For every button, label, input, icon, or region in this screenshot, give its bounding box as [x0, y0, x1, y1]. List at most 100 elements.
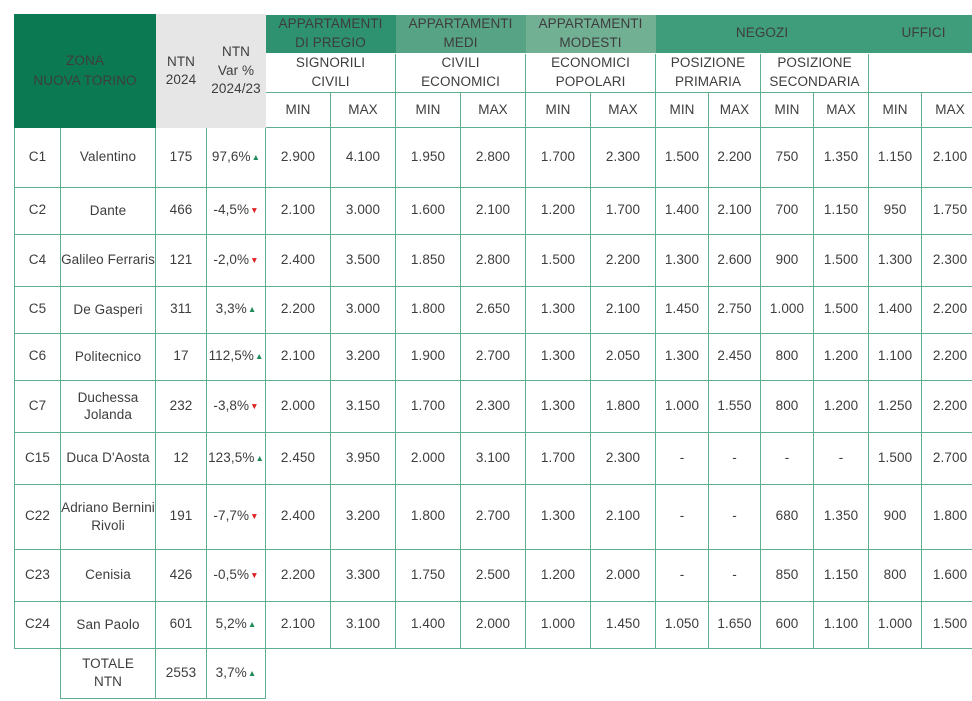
row-value-cell: - [655, 483, 710, 550]
header-minmax-6: MIN [655, 91, 710, 128]
row-zone-code: C23 [14, 548, 61, 602]
total-row-empty-cell [590, 648, 656, 699]
row-value-cell: - [708, 483, 762, 550]
row-value-cell: 2.650 [460, 285, 527, 334]
variation-value: -3,8% [213, 397, 250, 413]
subgroup-economici-popolari: ECONOMICI POPOLARI [525, 52, 657, 93]
total-row-spacer [14, 648, 61, 699]
row-value-cell: 1.700 [525, 126, 592, 188]
row-value-cell: 2.200 [921, 332, 972, 381]
subgroup-signorili-civili: SIGNORILI CIVILI [265, 52, 397, 93]
variation-value: 112,5% [208, 348, 254, 364]
var-label-line2: Var % [217, 62, 255, 78]
row-value-cell: 2.100 [265, 332, 332, 381]
row-value-cell: 1.400 [655, 186, 710, 235]
subgroup-line2: PRIMARIA [674, 73, 742, 89]
row-value-cell: 1.300 [525, 285, 592, 334]
row-zone-code: C5 [14, 285, 61, 334]
group-label-line1: APPARTAMENTI [408, 16, 513, 31]
group-label-line1: NEGOZI [735, 25, 789, 41]
row-value-cell: 1.800 [921, 483, 972, 550]
header-minmax-0: MIN [265, 91, 332, 128]
row-value-cell: 2.200 [590, 233, 657, 287]
subgroup-uffici-empty [868, 52, 972, 93]
header-minmax-4: MIN [525, 91, 592, 128]
row-zone-name: San Paolo [59, 600, 157, 649]
row-value-cell: 1.150 [813, 186, 870, 235]
row-value-cell: 1.850 [395, 233, 462, 287]
row-value-cell: 3.300 [330, 548, 397, 602]
total-row-empty-cell [460, 648, 526, 699]
row-value-cell: 1.150 [868, 126, 923, 188]
header-row-subgroups: SIGNORILI CIVILI CIVILI ECONOMICI ECONOM… [15, 52, 972, 93]
row-value-cell: 3.000 [330, 186, 397, 235]
table-row: C22 Adriano Bernini Rivoli 191 -7,7%▼ 2.400 3… [14, 483, 972, 550]
table-body: C1 Valentino 175 97,6%▲ 2.900 4.100 1.950 2.800… [14, 126, 972, 699]
row-value-cell: 2.200 [708, 126, 762, 188]
row-zone-name: Adriano Bernini Rivoli [59, 483, 157, 550]
row-value-cell: 2.000 [265, 379, 332, 433]
table-row: C24 San Paolo 601 5,2%▲ 2.100 3.100 1.400 2.000… [14, 600, 972, 649]
group-header-negozi: NEGOZI [655, 14, 869, 54]
row-value-cell: 2.700 [460, 483, 527, 550]
corner-zona-title: ZONA NUOVA TORINO [13, 14, 157, 128]
ntn-label-line1: NTN [166, 53, 196, 69]
row-value-cell: 800 [868, 548, 923, 602]
group-header-appartamenti-medi: APPARTAMENTI MEDI [395, 14, 526, 54]
header-minmax-2: MIN [395, 91, 462, 128]
row-value-cell: - [708, 431, 762, 485]
row-value-cell: 3.100 [460, 431, 527, 485]
corner-title-line1: ZONA [66, 53, 104, 69]
total-label: TOTALE NTN [59, 647, 157, 699]
arrow-up-icon: ▲ [247, 619, 257, 630]
row-value-cell: 2.000 [460, 600, 527, 649]
row-value-cell: 2.100 [590, 285, 657, 334]
group-header-appartamenti-di-pregio: APPARTAMENTI DI PREGIO [265, 14, 396, 54]
row-ntn-2024: 191 [155, 483, 208, 550]
row-ntn-variation: 97,6%▲ [206, 126, 267, 188]
row-value-cell: 2.800 [460, 233, 527, 287]
header-minmax-10: MIN [868, 91, 923, 128]
variation-value: -7,7% [213, 508, 250, 524]
row-value-cell: 2.800 [460, 126, 527, 188]
ntn-label-line2: 2024 [165, 71, 197, 87]
row-value-cell: 1.000 [655, 379, 710, 433]
row-value-cell: 1.300 [525, 379, 592, 433]
row-zone-name: Politecnico [59, 332, 157, 381]
total-row-empty-cell [760, 648, 814, 699]
row-value-cell: 2.200 [921, 379, 972, 433]
group-header-uffici: UFFICI [868, 14, 972, 54]
header-minmax-8: MIN [760, 91, 815, 128]
row-ntn-variation: -0,5%▼ [206, 548, 267, 602]
table-head: ZONA NUOVA TORINO NTN 2024 NTN Var % 202… [13, 14, 972, 128]
row-value-cell: - [813, 431, 870, 485]
row-value-cell: 700 [760, 186, 815, 235]
subgroup-line1: CIVILI [441, 54, 480, 70]
row-value-cell: 2.300 [590, 431, 657, 485]
table-row: C7 Duchessa Jolanda 232 -3,8%▼ 2.000 3.150 1.7… [14, 379, 972, 433]
row-value-cell: 1.300 [525, 483, 592, 550]
var-label-line3: 2024/23 [211, 80, 261, 96]
row-value-cell: 2.400 [265, 233, 332, 287]
row-value-cell: 800 [760, 379, 815, 433]
total-row-empty-cell [395, 648, 461, 699]
header-minmax-11: MAX [921, 91, 972, 128]
header-minmax-1: MAX [330, 91, 397, 128]
group-label-line1: APPARTAMENTI [278, 16, 383, 31]
row-value-cell: 2.100 [590, 483, 657, 550]
row-value-cell: 2.200 [921, 285, 972, 334]
row-ntn-variation: 3,3%▲ [206, 285, 267, 334]
row-value-cell: 2.000 [395, 431, 462, 485]
row-value-cell: 600 [760, 600, 815, 649]
row-value-cell: 1.350 [813, 483, 870, 550]
table-row: C1 Valentino 175 97,6%▲ 2.900 4.100 1.950 2.800… [14, 126, 972, 188]
row-zone-code: C7 [14, 379, 61, 433]
row-value-cell: 2.400 [265, 483, 332, 550]
row-ntn-variation: 123,5%▲ [206, 431, 267, 485]
row-value-cell: 1.100 [813, 600, 870, 649]
total-row: TOTALE NTN 2553 3,7%▲ [14, 647, 972, 699]
row-value-cell: 1.000 [760, 285, 815, 334]
zona-nuova-torino-table: ZONA NUOVA TORINO NTN 2024 NTN Var % 202… [13, 14, 972, 699]
row-value-cell: 950 [868, 186, 923, 235]
